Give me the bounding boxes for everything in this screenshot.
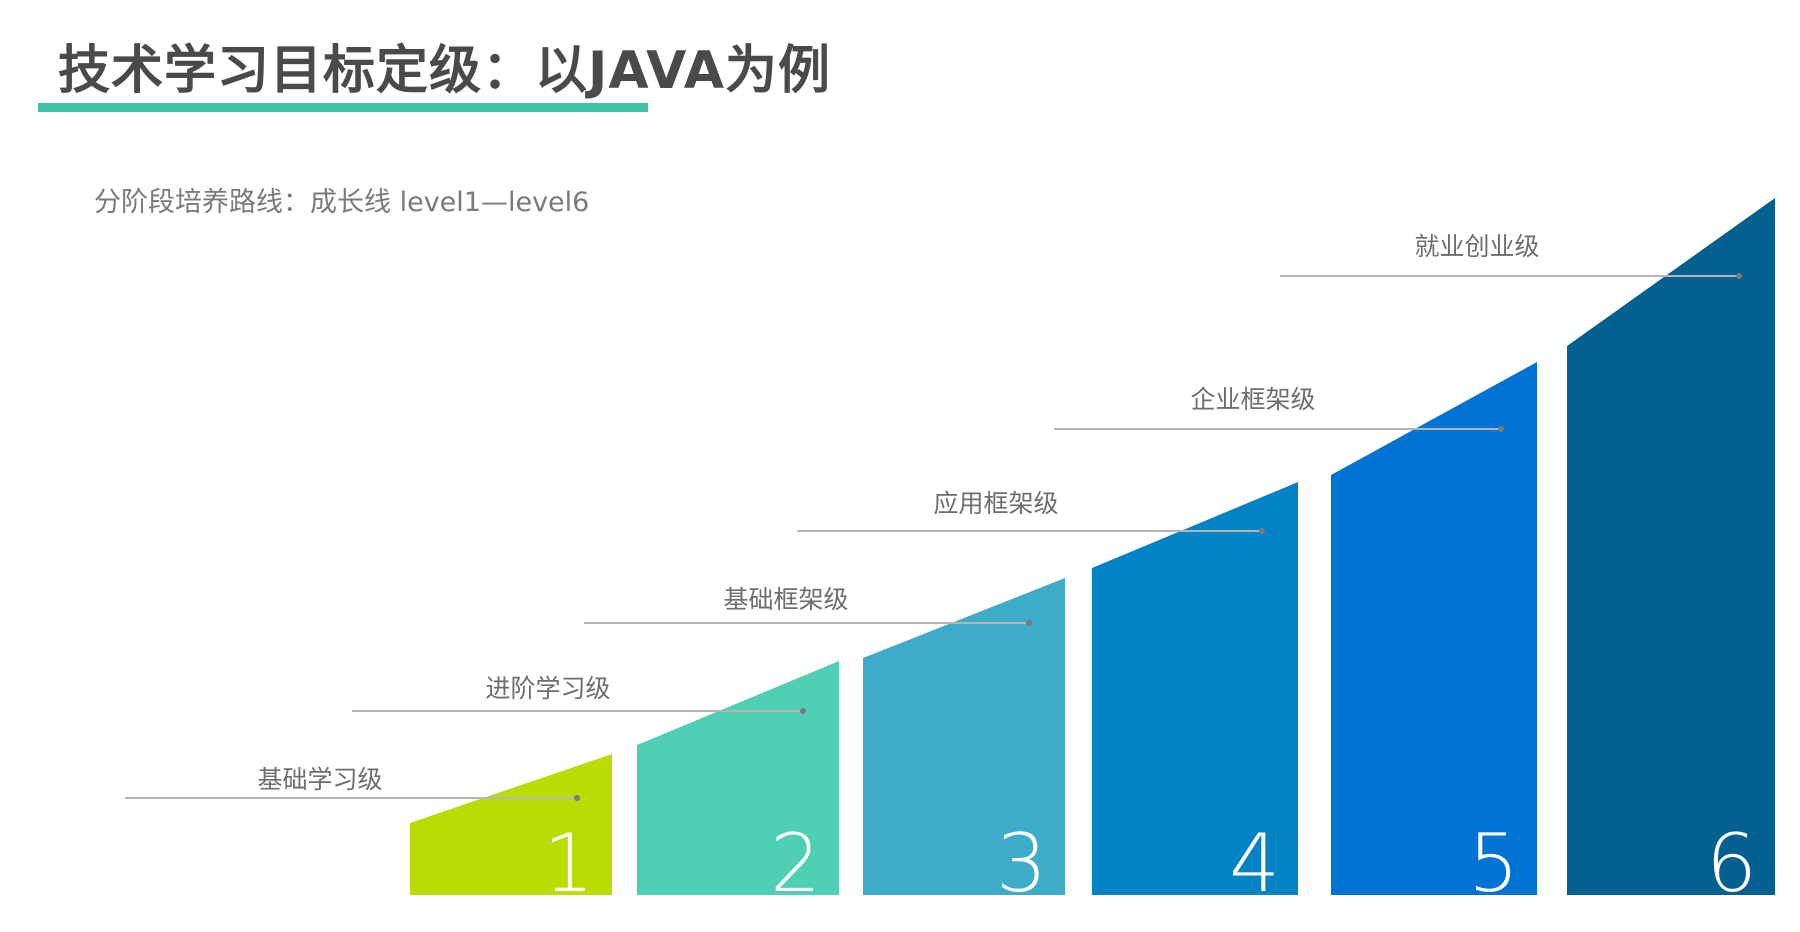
step-label-1: 基础学习级 bbox=[257, 765, 382, 794]
step-label-2: 进阶学习级 bbox=[485, 674, 610, 703]
leader-dot-2 bbox=[800, 708, 806, 714]
leader-dot-5 bbox=[1498, 426, 1504, 432]
leader-dot-6 bbox=[1736, 273, 1742, 279]
step-label-5: 企业框架级 bbox=[1190, 385, 1315, 414]
step-number-6: 6 bbox=[1706, 817, 1757, 910]
step-bar-1 bbox=[410, 754, 612, 895]
step-number-5: 5 bbox=[1468, 817, 1519, 910]
leader-dot-3 bbox=[1026, 620, 1032, 626]
step-bar-5 bbox=[1331, 362, 1537, 895]
step-bar-2 bbox=[637, 661, 839, 895]
step-label-4: 应用框架级 bbox=[933, 489, 1058, 518]
subtitle: 分阶段培养路线：成长线 level1—level6 bbox=[94, 187, 590, 218]
step-bar-6 bbox=[1567, 198, 1775, 895]
leader-dot-1 bbox=[574, 795, 580, 801]
step-number-1: 1 bbox=[543, 817, 594, 910]
step-number-2: 2 bbox=[770, 817, 821, 910]
title-underline bbox=[38, 103, 648, 112]
leader-dot-4 bbox=[1259, 528, 1265, 534]
page-title: 技术学习目标定级：以JAVA为例 bbox=[58, 41, 832, 101]
step-number-3: 3 bbox=[996, 817, 1047, 910]
step-number-4: 4 bbox=[1229, 817, 1280, 910]
step-bar-3 bbox=[863, 578, 1065, 895]
step-bar-4 bbox=[1092, 482, 1298, 895]
step-label-3: 基础框架级 bbox=[723, 585, 848, 614]
step-label-6: 就业创业级 bbox=[1414, 232, 1539, 261]
